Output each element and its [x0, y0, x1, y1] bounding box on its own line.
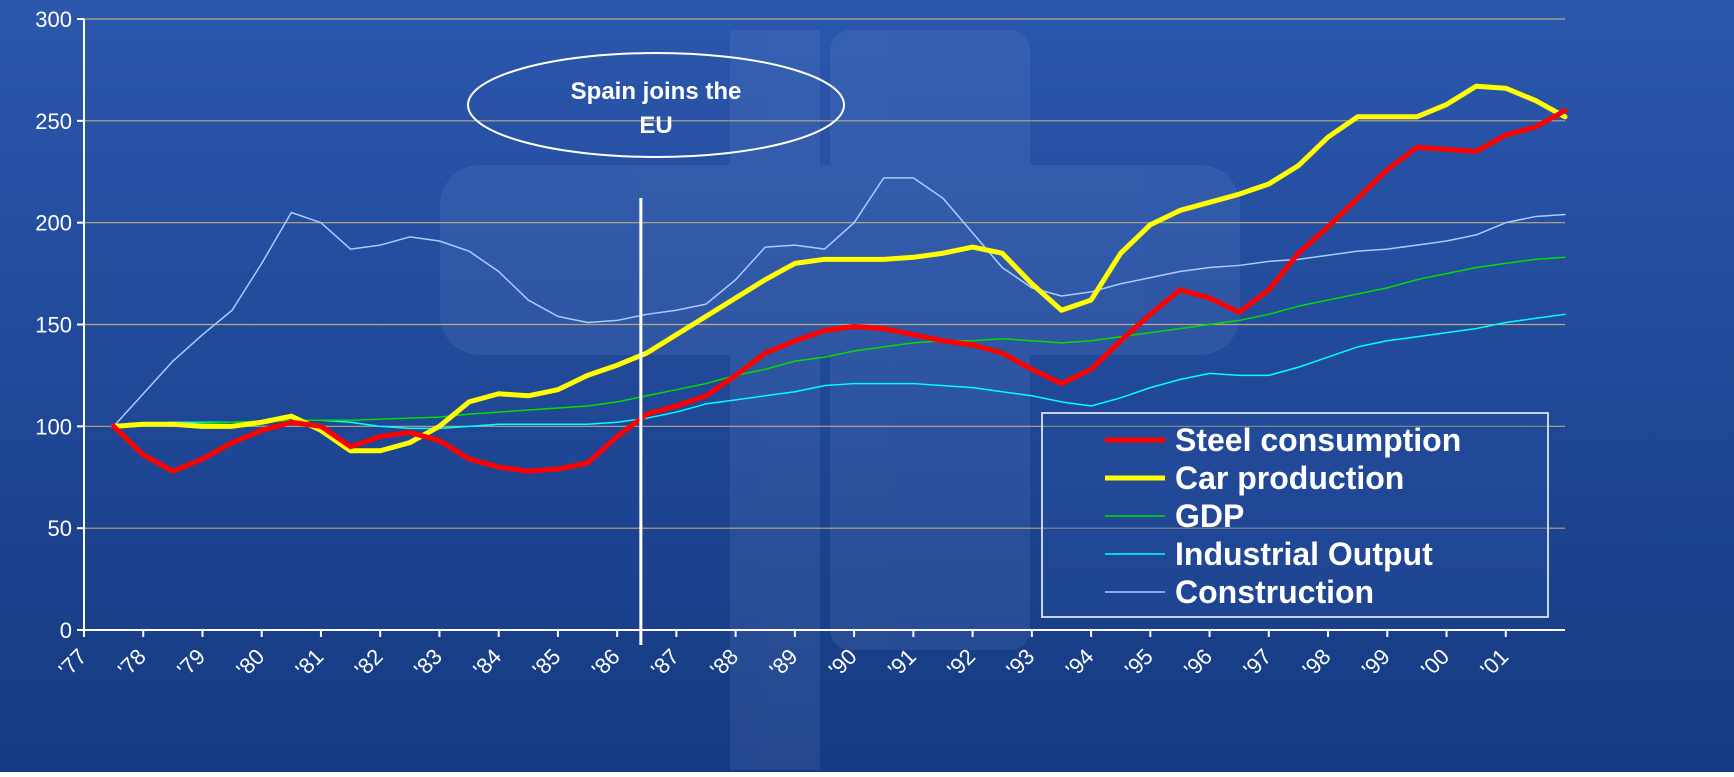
legend-label: Construction — [1175, 574, 1374, 610]
legend-label: Steel consumption — [1175, 422, 1461, 458]
series-line — [112, 256, 1566, 428]
y-tick-label: 0 — [60, 618, 72, 643]
y-tick-label: 300 — [35, 7, 72, 32]
y-tick-label: 250 — [35, 109, 72, 134]
annotation-bubble — [467, 52, 845, 158]
series-line — [112, 177, 1566, 428]
y-tick-label: 50 — [48, 516, 72, 541]
legend-box — [1041, 412, 1549, 618]
legend-label: Industrial Output — [1175, 536, 1433, 572]
legend-label: Car production — [1175, 460, 1404, 496]
y-tick-label: 150 — [35, 313, 72, 338]
annotation-text: Spain joins the — [571, 78, 742, 105]
legend-label: GDP — [1175, 498, 1244, 534]
y-tick-label: 200 — [35, 211, 72, 236]
y-tick-label: 100 — [35, 414, 72, 439]
annotation-text: EU — [639, 112, 672, 139]
series-line — [112, 313, 1566, 430]
series-line — [111, 108, 1568, 474]
series-line — [111, 83, 1568, 454]
